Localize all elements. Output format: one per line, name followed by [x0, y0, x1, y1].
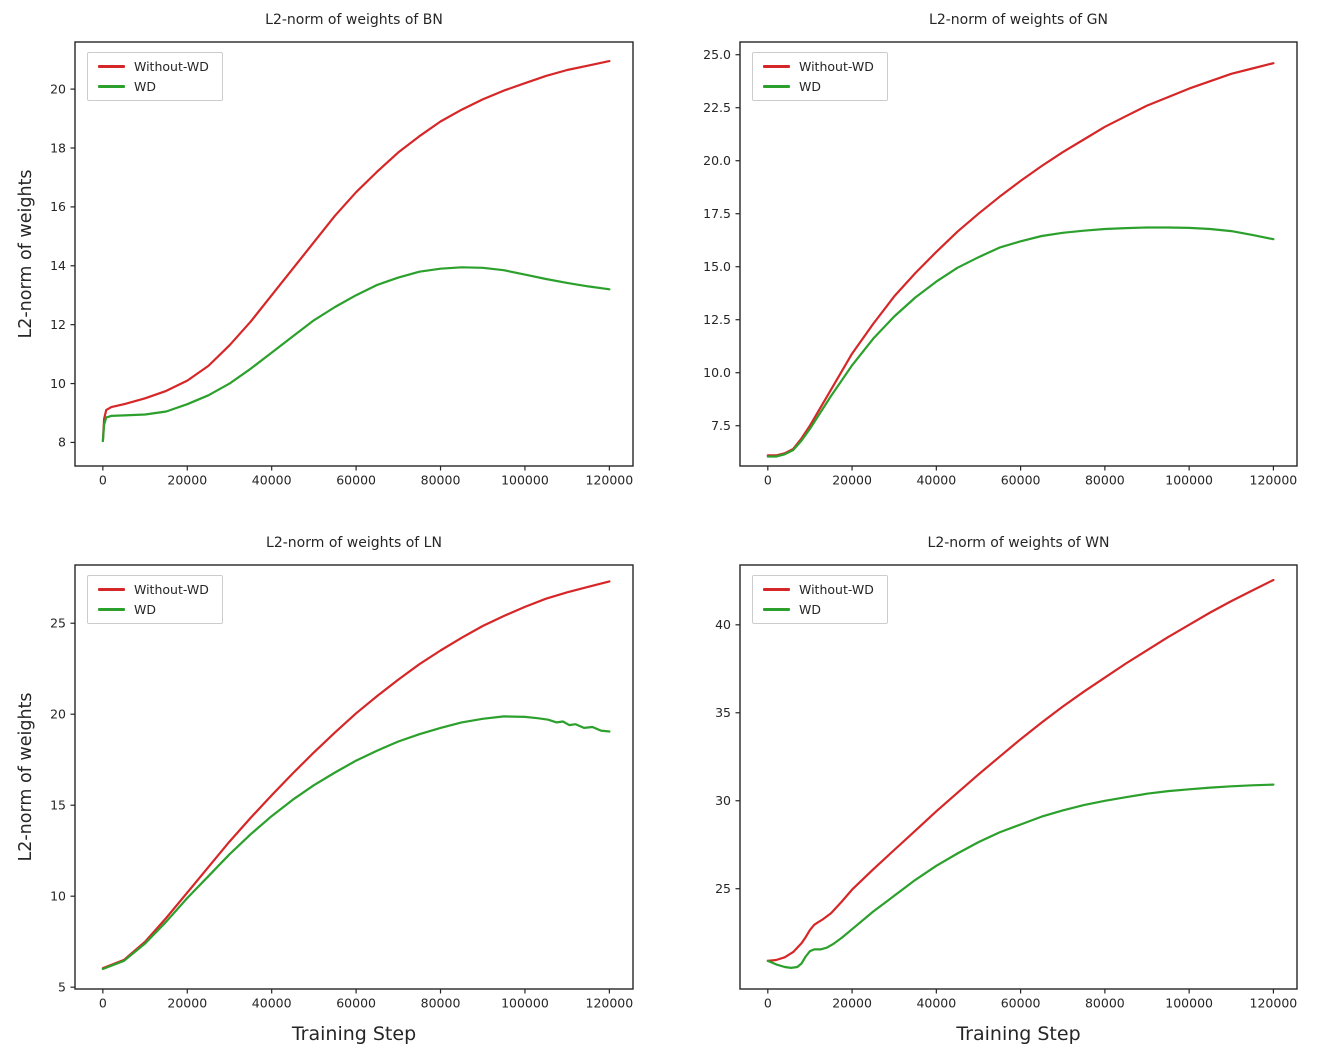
svg-text:20000: 20000 [832, 473, 872, 488]
legend: Without-WD WD [87, 52, 223, 101]
svg-text:0: 0 [764, 473, 772, 488]
svg-text:120000: 120000 [586, 996, 634, 1011]
svg-text:20000: 20000 [832, 996, 872, 1011]
svg-text:0: 0 [99, 996, 107, 1011]
svg-text:80000: 80000 [421, 473, 461, 488]
svg-text:14: 14 [50, 258, 66, 273]
chart-title: L2-norm of weights of BN [265, 12, 443, 28]
svg-text:120000: 120000 [1250, 996, 1298, 1011]
svg-text:18: 18 [50, 140, 66, 155]
legend-label: Without-WD [134, 582, 209, 597]
svg-text:35: 35 [715, 705, 731, 720]
svg-text:10: 10 [50, 376, 66, 391]
svg-text:100000: 100000 [1165, 473, 1213, 488]
svg-text:15.0: 15.0 [703, 259, 731, 274]
svg-text:10.0: 10.0 [703, 365, 731, 380]
chart-panel-ln: L2-norm of weights of LN L2-norm of weig… [0, 529, 660, 1058]
chart-title: L2-norm of weights of LN [266, 535, 442, 551]
svg-text:60000: 60000 [336, 996, 376, 1011]
legend-line-red-icon [763, 65, 790, 68]
svg-text:25: 25 [50, 616, 66, 631]
svg-text:22.5: 22.5 [703, 100, 731, 115]
svg-text:0: 0 [764, 996, 772, 1011]
legend-item-without-wd: Without-WD [98, 582, 209, 597]
svg-text:20: 20 [50, 707, 66, 722]
svg-text:100000: 100000 [501, 473, 549, 488]
svg-text:12: 12 [50, 317, 66, 332]
legend-label: Without-WD [799, 59, 874, 74]
svg-text:8: 8 [58, 435, 66, 450]
x-axis-label: Training Step [291, 1023, 417, 1045]
legend-item-wd: WD [763, 79, 874, 94]
svg-text:16: 16 [50, 199, 66, 214]
legend-item-wd: WD [98, 79, 209, 94]
legend-line-green-icon [98, 85, 125, 88]
svg-text:20: 20 [50, 81, 66, 96]
plot-area-gn: 0 20000 40000 60000 80000 100000 120000 7.5 10.0… [703, 41, 1298, 488]
svg-text:80000: 80000 [421, 996, 461, 1011]
svg-text:40000: 40000 [252, 473, 292, 488]
legend-label: Without-WD [134, 59, 209, 74]
svg-text:15: 15 [50, 798, 66, 813]
legend-item-without-wd: Without-WD [763, 59, 874, 74]
chart-title: L2-norm of weights of WN [927, 535, 1110, 551]
legend-line-red-icon [98, 588, 125, 591]
svg-text:60000: 60000 [1001, 473, 1041, 488]
legend-label: WD [799, 79, 821, 94]
legend-item-without-wd: Without-WD [763, 582, 874, 597]
svg-text:40000: 40000 [252, 996, 292, 1011]
legend: Without-WD WD [752, 52, 888, 101]
svg-text:40000: 40000 [916, 473, 956, 488]
x-axis-label: Training Step [956, 1023, 1081, 1045]
svg-text:20.0: 20.0 [703, 153, 731, 168]
svg-text:30: 30 [715, 793, 731, 808]
legend-label: Without-WD [799, 582, 874, 597]
svg-text:40: 40 [715, 617, 731, 632]
legend-line-green-icon [763, 608, 790, 611]
plot-area-wn: 0 20000 40000 60000 80000 100000 120000 25 30 35 4… [715, 564, 1298, 1011]
svg-text:20000: 20000 [167, 996, 207, 1011]
legend-item-wd: WD [763, 602, 874, 617]
svg-text:25.0: 25.0 [703, 47, 731, 62]
legend-line-red-icon [763, 588, 790, 591]
svg-text:80000: 80000 [1085, 473, 1125, 488]
svg-text:100000: 100000 [501, 996, 549, 1011]
legend-line-red-icon [98, 65, 125, 68]
chart-title: L2-norm of weights of GN [929, 12, 1108, 28]
legend-label: WD [134, 602, 156, 617]
svg-text:40000: 40000 [916, 996, 956, 1011]
svg-text:12.5: 12.5 [703, 312, 731, 327]
svg-text:10: 10 [50, 888, 66, 903]
plot-area-ln: 0 20000 40000 60000 80000 100000 120000 5 10 15 20… [50, 564, 634, 1011]
svg-text:60000: 60000 [1001, 996, 1041, 1011]
svg-text:25: 25 [715, 881, 731, 896]
chart-panel-wn: L2-norm of weights of WN 0 20000 40000 6000… [660, 529, 1322, 1058]
plot-area-bn: 0 20000 40000 60000 80000 100000 120000 8 10 12 14… [50, 41, 634, 488]
svg-text:0: 0 [99, 473, 107, 488]
svg-text:7.5: 7.5 [711, 418, 731, 433]
legend-line-green-icon [763, 85, 790, 88]
legend-item-wd: WD [98, 602, 209, 617]
chart-panel-gn: L2-norm of weights of GN 0 20000 40000 6000… [660, 0, 1322, 529]
svg-text:120000: 120000 [586, 473, 634, 488]
svg-text:100000: 100000 [1165, 996, 1213, 1011]
legend-item-without-wd: Without-WD [98, 59, 209, 74]
svg-text:60000: 60000 [336, 473, 376, 488]
legend: Without-WD WD [87, 575, 223, 624]
svg-text:80000: 80000 [1085, 996, 1125, 1011]
svg-text:120000: 120000 [1250, 473, 1298, 488]
svg-text:20000: 20000 [167, 473, 207, 488]
legend-label: WD [134, 79, 156, 94]
legend-label: WD [799, 602, 821, 617]
legend-line-green-icon [98, 608, 125, 611]
chart-panel-bn: L2-norm of weights of BN L2-norm of weig… [0, 0, 660, 529]
svg-text:17.5: 17.5 [703, 206, 731, 221]
legend: Without-WD WD [752, 575, 888, 624]
svg-text:5: 5 [58, 979, 66, 994]
